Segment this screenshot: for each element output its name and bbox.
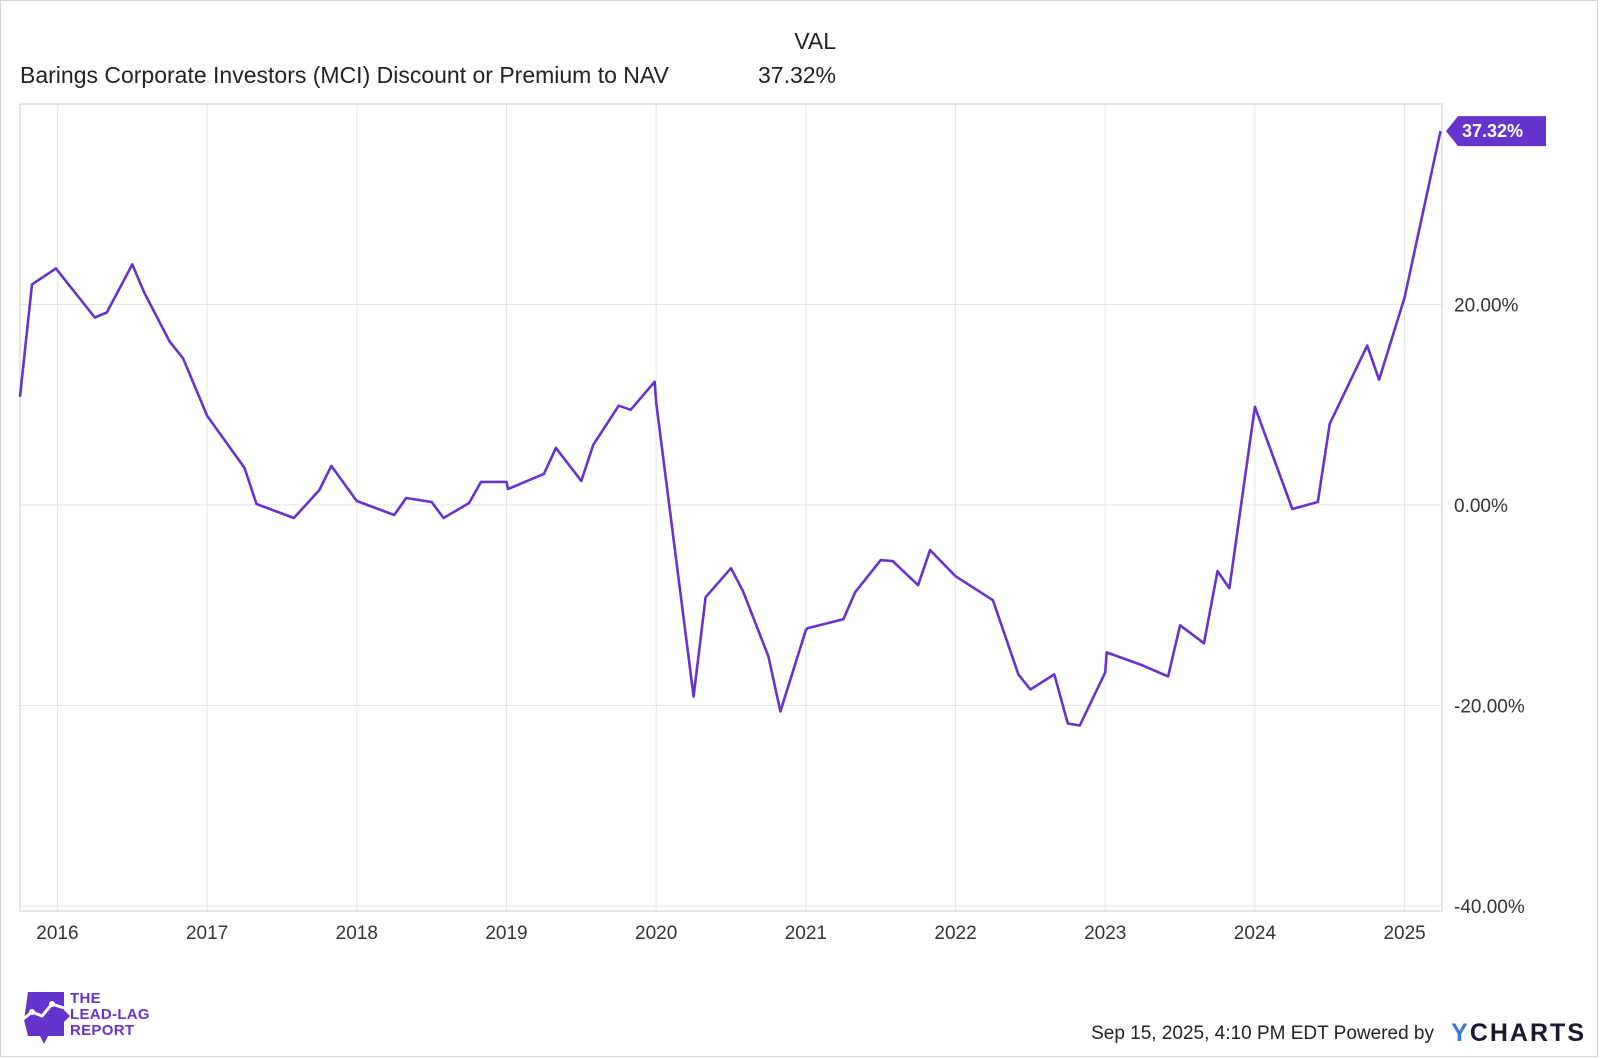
logo-line-3: REPORT	[70, 1022, 135, 1039]
logo-line-2: LEAD-LAG	[70, 1006, 150, 1023]
timestamp-text: Sep 15, 2025, 4:10 PM EDT	[1091, 1023, 1329, 1044]
y-tick-label-3: -40.00%	[1454, 897, 1525, 918]
logo-line-1: THE	[70, 990, 101, 1007]
x-tick-label-2018: 2018	[336, 923, 378, 944]
plot-area	[19, 103, 1443, 912]
x-tick-label-2017: 2017	[186, 923, 228, 944]
powered-by-text: Powered by	[1333, 1023, 1434, 1044]
ycharts-wordmark: CHARTS	[1469, 1019, 1586, 1047]
x-tick-label-2021: 2021	[785, 923, 827, 944]
lead-lag-logo-text: THE LEAD-LAG REPORT	[70, 991, 150, 1039]
y-tick-label-0: 20.00%	[1454, 295, 1519, 316]
x-axis: 2016 2017 2018 2019 2020 2021 2022 2023 2024 2025	[36, 923, 1425, 944]
ycharts-y-mark: Y	[1451, 1019, 1470, 1047]
footer-timestamp: Sep 15, 2025, 4:10 PM EDT Powered by	[1091, 1023, 1434, 1045]
x-tick-label-2022: 2022	[934, 923, 976, 944]
y-tick-label-1: 0.00%	[1454, 496, 1508, 517]
gridlines	[20, 104, 1442, 911]
x-tick-label-2020: 2020	[635, 923, 677, 944]
legend-header: VAL	[794, 28, 836, 54]
x-tick-label-2016: 2016	[36, 923, 78, 944]
end-value-label: 37.32%	[1462, 121, 1523, 141]
x-tick-label-2025: 2025	[1383, 923, 1425, 944]
ycharts-logo[interactable]: YCHARTS	[1451, 1019, 1586, 1048]
series-line[interactable]	[18, 130, 1442, 727]
x-tick-label-2019: 2019	[485, 923, 527, 944]
legend-series-label[interactable]: Barings Corporate Investors (MCI) Discou…	[20, 62, 669, 88]
y-tick-label-2: -20.00%	[1454, 696, 1525, 717]
lead-lag-logo-icon	[21, 992, 70, 1044]
end-value-flag: 37.32%	[1446, 116, 1546, 147]
x-tick-label-2023: 2023	[1084, 923, 1126, 944]
legend-series-value: 37.32%	[757, 62, 836, 88]
end-value-flag-shape	[1446, 116, 1546, 147]
y-axis: 20.00% 0.00% -20.00% -40.00%	[1454, 295, 1525, 917]
x-tick-label-2024: 2024	[1234, 923, 1277, 944]
